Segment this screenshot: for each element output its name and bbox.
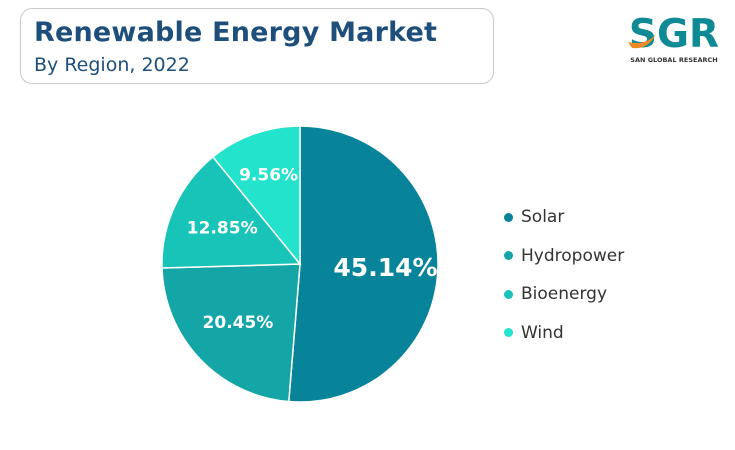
title-box: Renewable Energy Market By Region, 2022 <box>20 8 494 84</box>
legend-item-solar: Solar <box>504 198 624 237</box>
slice-label-hydropower: 20.45% <box>203 313 274 333</box>
legend-label: Bioenergy <box>521 284 608 305</box>
pie-slice-solar <box>287 125 439 403</box>
legend-label: Hydropower <box>521 245 625 266</box>
chart-title: Renewable Energy Market <box>34 17 438 48</box>
legend-item-hydropower: Hydropower <box>504 237 624 276</box>
legend-dot <box>504 328 513 338</box>
legend-item-bioenergy: Bioenergy <box>504 275 624 314</box>
chart-subtitle: By Region, 2022 <box>34 54 190 76</box>
logo-swoosh <box>628 34 656 49</box>
logo-text: SGR <box>629 12 719 57</box>
slice-label-wind: 9.56% <box>239 166 298 186</box>
pie-slice-bioenergy <box>161 155 302 269</box>
legend-dot <box>504 289 513 299</box>
legend: Solar Hydropower Bioenergy Wind <box>504 198 624 352</box>
slice-label-bioenergy: 12.85% <box>187 218 258 238</box>
legend-dot <box>504 251 513 261</box>
pie-slices <box>161 125 439 403</box>
pie-slice-hydropower <box>161 263 301 403</box>
pie-slice-labels: 45.14% 20.45% 12.85% 9.56% <box>187 166 438 333</box>
slice-label-solar: 45.14% <box>333 253 437 282</box>
legend-label: Wind <box>521 322 564 343</box>
logo-tagline: SAN GLOBAL RESEARCH <box>630 56 717 64</box>
sgr-logo: SGR SAN GLOBAL RESEARCH <box>628 12 719 64</box>
legend-item-wind: Wind <box>504 314 624 353</box>
pie-slice-wind <box>211 125 301 267</box>
legend-dot <box>504 212 513 222</box>
legend-label: Solar <box>521 207 565 228</box>
